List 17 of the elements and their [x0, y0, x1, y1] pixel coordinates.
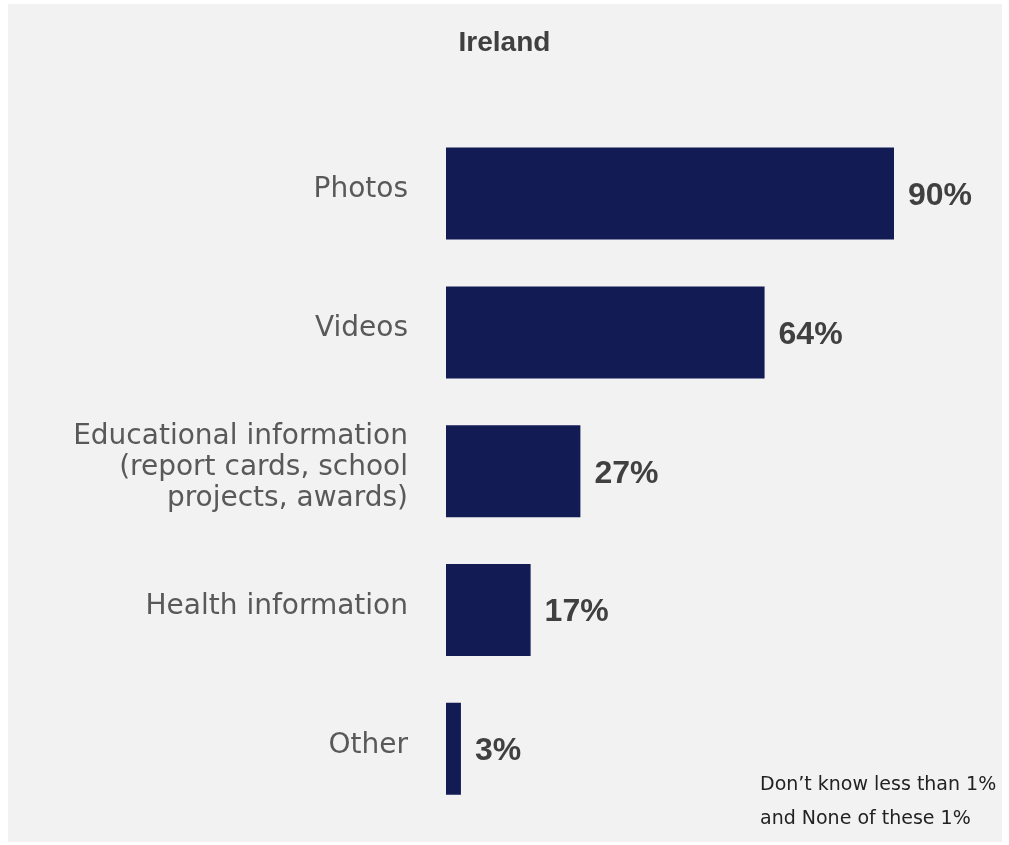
data-label: 3% [474, 731, 522, 768]
data-label: 64% [778, 314, 843, 351]
y-tick-label: Educational information (report cards, school projects, awards) [73, 418, 408, 513]
bar [446, 147, 894, 240]
annotation: Don’t know less than 1% and None of these 1% [760, 771, 998, 830]
bar [446, 702, 461, 795]
bar [446, 286, 765, 379]
data-label: 90% [908, 175, 973, 212]
y-tick-label: Photos [313, 171, 408, 205]
chart-title: Ireland [457, 26, 552, 58]
y-tick-label: Videos [314, 310, 408, 344]
y-tick-label: Health information [145, 587, 408, 621]
bar [446, 564, 531, 656]
data-label: 17% [544, 592, 609, 629]
data-label: 27% [594, 453, 659, 490]
bar [446, 425, 581, 518]
y-tick-label: Other [328, 726, 409, 760]
